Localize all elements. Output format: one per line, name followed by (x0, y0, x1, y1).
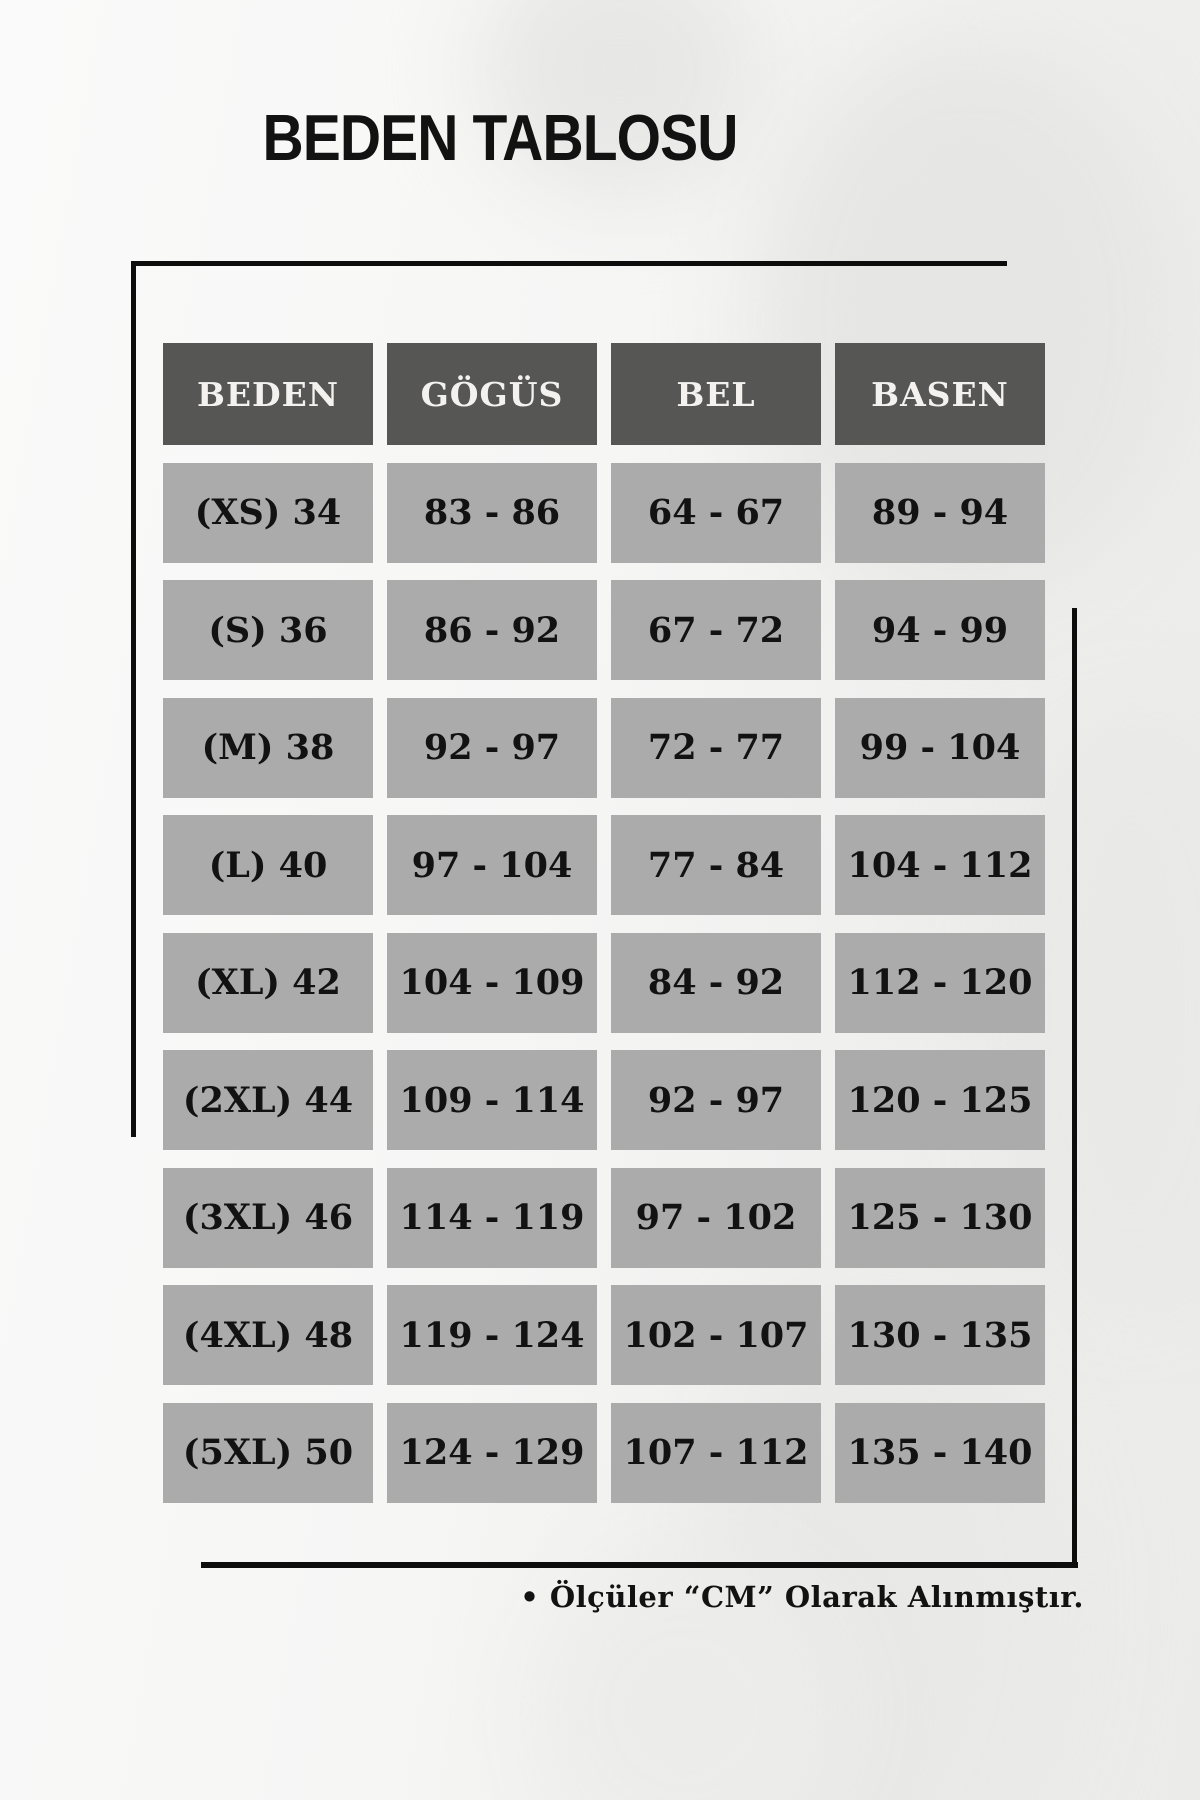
table-cell: 104 - 112 (835, 815, 1045, 915)
table-cell: 94 - 99 (835, 580, 1045, 680)
table-cell: 109 - 114 (387, 1050, 597, 1150)
table-cell: (XL) 42 (163, 932, 373, 1033)
size-table: BEDEN GÖGÜS BEL BASEN (XS) 34 83 - 86 64 - 67 8… (163, 343, 1045, 1503)
table-cell: (L) 40 (163, 815, 373, 915)
table-cell: 124 - 129 (387, 1402, 597, 1503)
frame-line-right (1072, 608, 1077, 1568)
table-cell: 119 - 124 (387, 1285, 597, 1385)
table-cell: 135 - 140 (835, 1402, 1045, 1503)
header-cell: BEDEN (163, 343, 373, 445)
table-cell: (M) 38 (163, 697, 373, 798)
units-note: • Ölçüler “CM” Olarak Alınmıştır. (520, 1580, 1084, 1614)
header-cell: GÖGÜS (387, 343, 597, 445)
table-cell: (3XL) 46 (163, 1167, 373, 1268)
table-cell: 67 - 72 (611, 580, 821, 680)
page-title: BEDEN TABLOSU (262, 102, 738, 175)
header-cell: BEL (611, 343, 821, 445)
table-cell: (XS) 34 (163, 462, 373, 563)
table-cell: 97 - 102 (611, 1167, 821, 1268)
frame-line-bottom (201, 1562, 1078, 1568)
table-cell: 83 - 86 (387, 462, 597, 563)
table-cell: 120 - 125 (835, 1050, 1045, 1150)
table-cell: (5XL) 50 (163, 1402, 373, 1503)
table-cell: (S) 36 (163, 580, 373, 680)
table-cell: 130 - 135 (835, 1285, 1045, 1385)
table-cell: 99 - 104 (835, 697, 1045, 798)
table-cell: 125 - 130 (835, 1167, 1045, 1268)
table-cell: 86 - 92 (387, 580, 597, 680)
frame-line-top (134, 261, 1007, 266)
table-cell: 72 - 77 (611, 697, 821, 798)
frame-line-left (131, 261, 136, 1137)
table-cell: 89 - 94 (835, 462, 1045, 563)
table-cell: 107 - 112 (611, 1402, 821, 1503)
header-cell: BASEN (835, 343, 1045, 445)
table-cell: (4XL) 48 (163, 1285, 373, 1385)
table-cell: 104 - 109 (387, 932, 597, 1033)
table-cell: 112 - 120 (835, 932, 1045, 1033)
table-cell: (2XL) 44 (163, 1050, 373, 1150)
table-cell: 64 - 67 (611, 462, 821, 563)
table-cell: 92 - 97 (387, 697, 597, 798)
table-cell: 77 - 84 (611, 815, 821, 915)
table-cell: 97 - 104 (387, 815, 597, 915)
table-cell: 92 - 97 (611, 1050, 821, 1150)
table-cell: 102 - 107 (611, 1285, 821, 1385)
table-cell: 114 - 119 (387, 1167, 597, 1268)
table-cell: 84 - 92 (611, 932, 821, 1033)
